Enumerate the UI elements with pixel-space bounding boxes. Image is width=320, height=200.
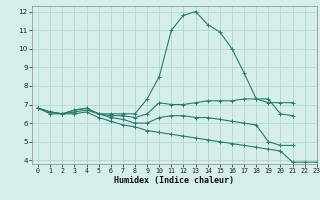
X-axis label: Humidex (Indice chaleur): Humidex (Indice chaleur)	[115, 176, 234, 185]
